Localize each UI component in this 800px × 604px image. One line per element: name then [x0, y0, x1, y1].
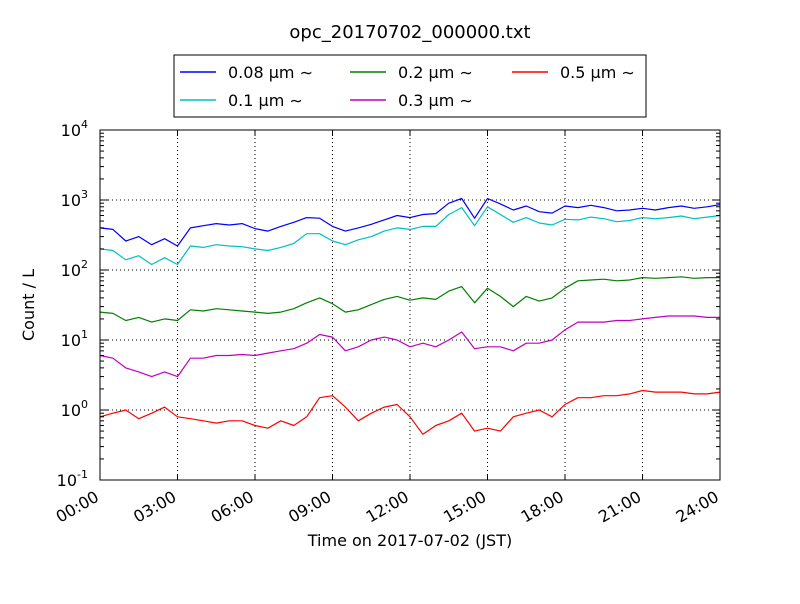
series-layer — [99, 197, 721, 435]
y-tick-label: 10-1 — [57, 468, 88, 490]
grid-layer — [100, 130, 720, 480]
series-line-3 — [99, 315, 720, 378]
y-tick-label: 103 — [61, 188, 88, 210]
y-tick-label: 101 — [61, 328, 88, 350]
y-tick-label: 102 — [61, 258, 88, 280]
series-line-0 — [99, 197, 721, 247]
x-axis-label: Time on 2017-07-02 (JST) — [307, 531, 512, 550]
legend-label-1: 0.1 μm ∼ — [228, 91, 303, 110]
legend-label-3: 0.3 μm ∼ — [398, 91, 473, 110]
series-line-4 — [99, 389, 721, 435]
legend: 0.08 μm ∼ 0.1 μm ∼ 0.2 μm ∼ 0.3 μm ∼ 0.5 μm … — [173, 54, 647, 118]
legend-label-0: 0.08 μm ∼ — [228, 63, 313, 82]
legend-label-2: 0.2 μm ∼ — [398, 63, 473, 82]
y-tick-label: 104 — [61, 118, 88, 140]
chart-title: opc_20170702_000000.txt — [289, 22, 530, 43]
legend-label-4: 0.5 μm ∼ — [560, 63, 635, 82]
series-line-2 — [99, 276, 720, 323]
y-tick-label: 100 — [61, 398, 88, 420]
series-line-1 — [99, 206, 721, 266]
legend-box — [173, 54, 647, 118]
y-axis-label: Count / L — [19, 269, 38, 341]
